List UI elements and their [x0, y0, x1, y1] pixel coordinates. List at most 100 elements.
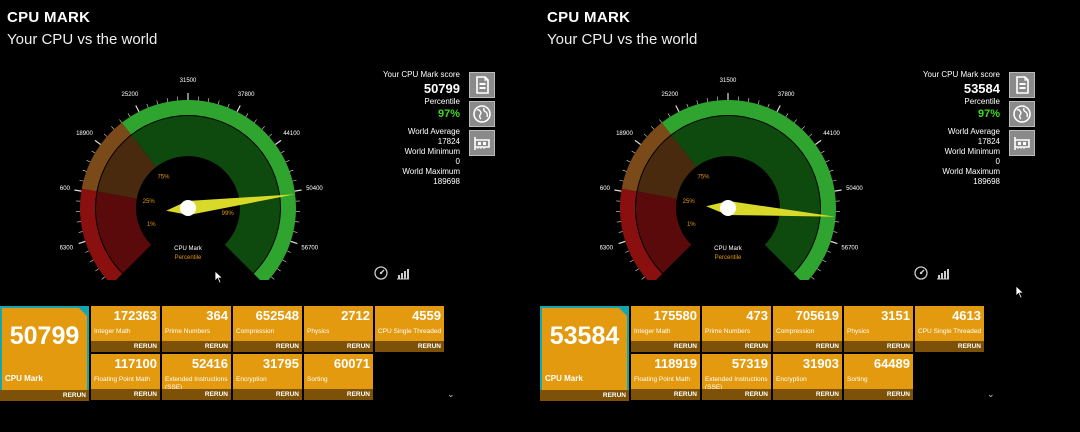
tile-label: Integer Math — [634, 328, 671, 335]
gauge-tick — [825, 160, 830, 163]
world-minimum-label: World Minimum — [944, 147, 1000, 156]
gauge-tick — [696, 100, 699, 105]
rerun-button[interactable]: RERUN — [844, 341, 913, 352]
hardware-info-button[interactable] — [469, 130, 495, 156]
chevron-down-icon[interactable]: ⌄ — [447, 389, 455, 399]
rerun-button[interactable]: RERUN — [631, 341, 700, 352]
gauge-tick — [675, 105, 680, 113]
tile-floating-point-math[interactable]: 117100 Floating Point Math RERUN — [91, 354, 160, 400]
tile-compression[interactable]: 705619 Compression RERUN — [773, 306, 842, 352]
score-label: Your CPU Mark score — [922, 70, 1000, 79]
rerun-button[interactable]: RERUN — [375, 341, 444, 352]
tile-prime-numbers[interactable]: 473 Prime Numbers RERUN — [702, 306, 771, 352]
gauge-tick — [292, 179, 297, 182]
gauge-tick — [290, 240, 298, 245]
chevron-down-icon[interactable]: ⌄ — [987, 389, 995, 399]
tile-sorting[interactable]: 64489 Sorting RERUN — [844, 354, 913, 400]
tile-cpu-single-threaded[interactable]: 4613 CPU Single Threaded RERUN — [915, 306, 984, 352]
gauge-tick — [635, 268, 639, 272]
rerun-button[interactable]: RERUN — [91, 341, 160, 352]
gauge-tick — [622, 169, 627, 172]
gauge-tick — [820, 150, 825, 154]
rerun-button[interactable]: RERUN — [915, 341, 984, 352]
speedometer-icon[interactable] — [914, 266, 928, 280]
tile-extended-instructions-sse[interactable]: 52416 Extended Instructions (SSE) RERUN — [162, 354, 231, 400]
cpu-mark-label: CPU Mark — [5, 374, 43, 383]
tile-floating-point-math[interactable]: 118919 Floating Point Math RERUN — [631, 354, 700, 400]
score-label: Your CPU Mark score — [382, 70, 460, 79]
cpu-mark-rerun-button[interactable]: RERUN — [540, 390, 629, 401]
rerun-button[interactable]: RERUN — [91, 389, 160, 400]
tile-compression[interactable]: 652548 Compression RERUN — [233, 306, 302, 352]
rerun-button[interactable]: RERUN — [304, 341, 373, 352]
report-button[interactable] — [469, 72, 495, 98]
gauge-tick — [253, 119, 257, 123]
score-stats: Your CPU Mark score 53584 Percentile 97%… — [910, 70, 1000, 187]
gauge-tick — [619, 179, 624, 182]
hardware-card-icon — [1014, 137, 1030, 150]
gauge-scale-label: 18900 — [616, 131, 633, 137]
tile-value: 2712 — [341, 308, 370, 323]
cpu-mark-rerun-button[interactable]: RERUN — [0, 390, 89, 401]
tile-value: 4613 — [952, 308, 981, 323]
tile-cpu-single-threaded[interactable]: 4559 CPU Single Threaded RERUN — [375, 306, 444, 352]
gauge-tick — [706, 97, 709, 102]
rerun-button[interactable]: RERUN — [844, 389, 913, 400]
tile-prime-numbers[interactable]: 364 Prime Numbers RERUN — [162, 306, 231, 352]
tile-physics[interactable]: 3151 Physics RERUN — [844, 306, 913, 352]
page-title: CPU MARK — [547, 9, 631, 26]
rerun-button[interactable]: RERUN — [773, 389, 842, 400]
world-compare-button[interactable] — [469, 101, 495, 127]
gauge-tick — [78, 240, 86, 245]
speedometer-icon[interactable] — [374, 266, 388, 280]
gauge-tick — [289, 169, 294, 172]
gauge-tick — [268, 133, 273, 137]
rerun-button[interactable]: RERUN — [233, 389, 302, 400]
gauge-tick — [614, 189, 622, 192]
gauge-hub — [720, 200, 736, 216]
gauge-tick — [822, 259, 827, 263]
bar-chart-icon[interactable] — [936, 266, 950, 280]
cpu-mark-tile[interactable]: 50799 CPU Mark — [0, 306, 89, 400]
benchmark-panel-left: CPU MARK Your CPU vs the world 0 6300 1260… — [0, 9, 495, 401]
hardware-card-icon — [474, 137, 490, 150]
tile-physics[interactable]: 2712 Physics RERUN — [304, 306, 373, 352]
tile-integer-math[interactable]: 172363 Integer Math RERUN — [91, 306, 160, 352]
gauge-percent-label: 75% — [697, 174, 710, 180]
gauge-scale-label: 12600 — [600, 186, 611, 192]
tile-encryption[interactable]: 31903 Encryption RERUN — [773, 354, 842, 400]
tile-encryption[interactable]: 31795 Encryption RERUN — [233, 354, 302, 400]
tile-label: Prime Numbers — [165, 328, 211, 335]
cpu-mark-tile[interactable]: 53584 CPU Mark — [540, 306, 629, 400]
tile-value: 64489 — [873, 356, 910, 371]
bar-chart-icon[interactable] — [396, 266, 410, 280]
tile-extended-instructions-sse[interactable]: 57319 Extended Instructions (SSE) RERUN — [702, 354, 771, 400]
rerun-button[interactable]: RERUN — [233, 341, 302, 352]
gauge-tick — [277, 268, 281, 272]
gauge-tick — [79, 179, 84, 182]
tile-integer-math[interactable]: 175580 Integer Math RERUN — [631, 306, 700, 352]
gauge-tick — [815, 139, 822, 146]
rerun-button[interactable]: RERUN — [702, 389, 771, 400]
rerun-button[interactable]: RERUN — [702, 341, 771, 352]
report-button[interactable] — [1009, 72, 1035, 98]
rerun-button[interactable]: RERUN — [304, 389, 373, 400]
tile-label: Encryption — [236, 376, 267, 383]
hardware-info-button[interactable] — [1009, 130, 1035, 156]
rerun-button[interactable]: RERUN — [162, 389, 231, 400]
tile-label: Encryption — [776, 376, 807, 383]
rerun-button[interactable]: RERUN — [631, 389, 700, 400]
rerun-button[interactable]: RERUN — [162, 341, 231, 352]
rerun-button[interactable]: RERUN — [773, 341, 842, 352]
gauge-scale-label: 50400 — [846, 186, 863, 192]
gauge-tick — [832, 179, 837, 182]
gauge-band-mid — [637, 135, 697, 199]
gauge-tick — [618, 231, 623, 233]
gauge-tick — [280, 150, 285, 154]
gauge-scale-label: 31500 — [180, 78, 197, 84]
world-minimum-label: World Minimum — [404, 147, 460, 156]
tile-sorting[interactable]: 60071 Sorting RERUN — [304, 354, 373, 400]
world-compare-button[interactable] — [1009, 101, 1035, 127]
gauge-tick — [641, 276, 645, 280]
tile-value: 175580 — [653, 308, 697, 323]
